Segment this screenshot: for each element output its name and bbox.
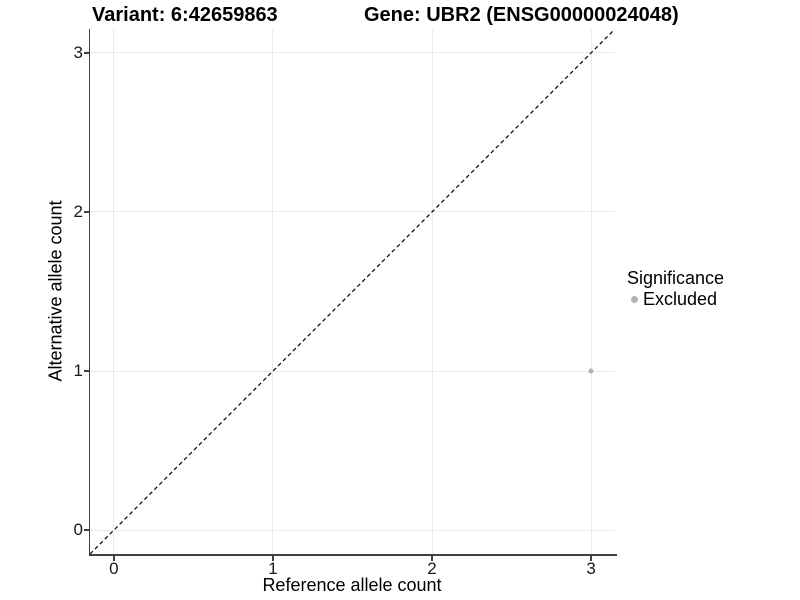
x-tick-mark [113, 555, 115, 561]
x-tick-mark [431, 555, 433, 561]
x-tick-label: 1 [268, 559, 278, 578]
y-axis-line [88, 29, 90, 556]
y-tick-mark [83, 211, 89, 213]
x-axis-line [88, 554, 617, 556]
x-axis-title: Reference allele count [262, 575, 442, 595]
legend-key-dot-icon [631, 296, 638, 303]
major-gridline-x [590, 29, 592, 554]
y-axis-title: Alternative allele count [45, 200, 66, 382]
legend-item: Excluded [627, 290, 724, 309]
major-gridline-y [90, 52, 615, 54]
major-gridline-x [113, 29, 115, 554]
identity-dashed-line [90, 29, 615, 554]
legend: Significance Excluded [627, 268, 724, 309]
legend-title: Significance [627, 268, 725, 288]
y-tick-label: 2 [73, 201, 83, 221]
plot-title-gene: Gene: UBR2 (ENSG00000024048) [364, 4, 679, 26]
y-tick-label: 1 [73, 361, 83, 381]
x-tick-label: 3 [586, 559, 596, 578]
x-tick-label: 2 [427, 559, 437, 578]
x-tick-label: 0 [109, 559, 119, 578]
y-tick-mark [83, 529, 89, 531]
legend-items: Excluded [627, 290, 724, 309]
y-tick-label: 0 [73, 520, 83, 540]
x-tick-mark [272, 555, 274, 561]
major-gridline-x [431, 29, 433, 554]
y-tick-label: 3 [73, 42, 83, 62]
major-gridline-y [90, 529, 615, 531]
legend-item-label: Excluded [643, 289, 718, 309]
y-tick-mark [83, 52, 89, 54]
plot-panel [90, 29, 615, 554]
major-gridline-y [90, 370, 615, 372]
y-tick-mark [83, 370, 89, 372]
major-gridline-x [272, 29, 274, 554]
plot-title-variant: Variant: 6:42659863 [92, 4, 278, 26]
data-point [588, 368, 594, 374]
x-tick-mark [590, 555, 592, 561]
major-gridline-y [90, 211, 615, 213]
